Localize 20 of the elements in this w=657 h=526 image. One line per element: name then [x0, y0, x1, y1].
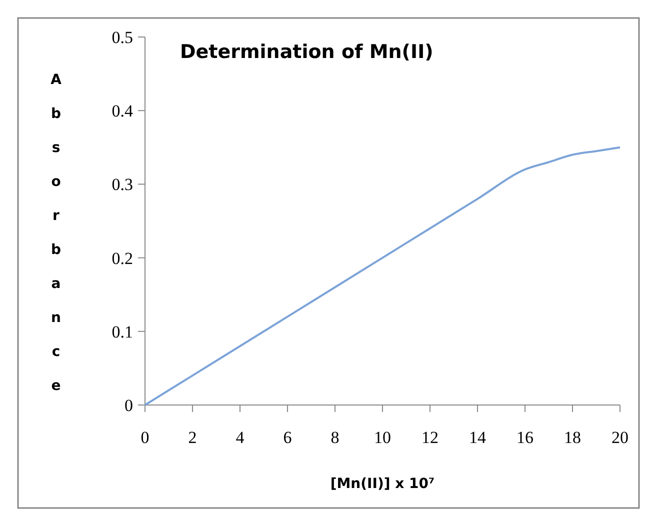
x-tick-label: 2: [188, 428, 197, 447]
x-tick-label: 16: [516, 428, 534, 447]
x-tick-label: 18: [564, 428, 581, 447]
x-tick-label: 12: [422, 428, 438, 447]
y-tick-label: 0.5: [112, 28, 133, 47]
y-tick-label: 0.1: [112, 322, 133, 342]
chart-title: Determination of Mn(II): [180, 41, 434, 63]
x-tick-label: 20: [612, 428, 628, 447]
x-tick-label: 4: [236, 428, 245, 447]
y-tick-label: 0.4: [112, 102, 134, 121]
x-tick-label: 14: [469, 428, 486, 447]
x-tick-label: 8: [330, 428, 340, 447]
y-tick-label: 0: [124, 396, 133, 415]
text: Absorbance: [50, 72, 62, 394]
x-tick-label: 10: [374, 428, 391, 447]
x-tick-label: 6: [283, 428, 292, 447]
y-tick-label: 0.2: [112, 248, 133, 268]
x-axis-title: [Mn(II)] x 10⁷: [330, 476, 435, 492]
x-tick-label: 0: [140, 428, 150, 447]
y-tick-label: 0.3: [112, 175, 133, 194]
